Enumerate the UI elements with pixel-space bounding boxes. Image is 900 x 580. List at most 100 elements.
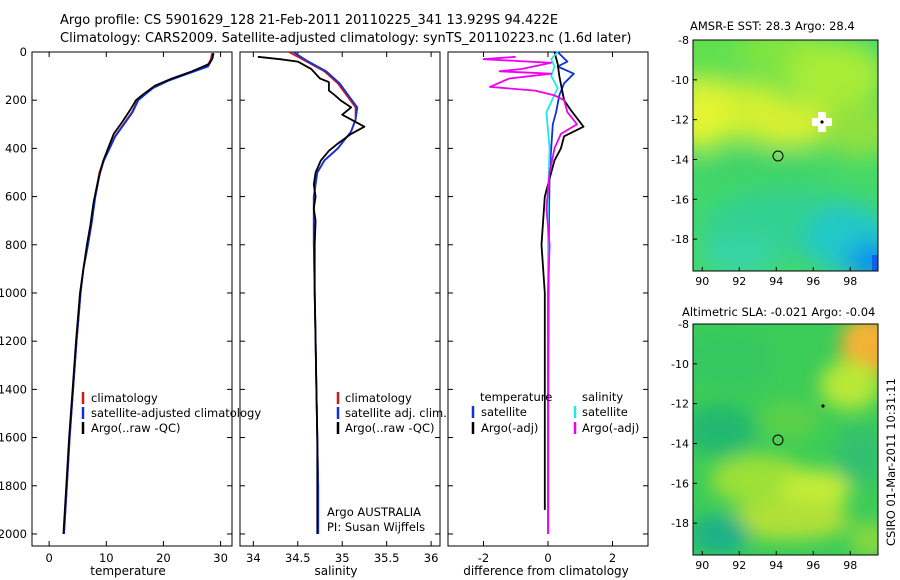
depth-tick-label: 1000 [0, 286, 27, 300]
x-tick-label: 20 [156, 551, 171, 565]
salinity-legend: climatology satellite adj. clim. Argo(..… [336, 391, 447, 435]
temperature-legend: climatology satellite-adjusted climatolo… [81, 391, 261, 435]
depth-tick-label: 1400 [0, 382, 27, 396]
series-line-blue [63, 52, 215, 535]
lon-tick-label: 96 [806, 275, 820, 288]
legend-temperature-heading: temperature [480, 390, 552, 404]
temperature-series [62, 52, 215, 535]
legend-argo-raw: Argo(..raw -QC) [345, 421, 435, 435]
lat-tick-label: -18 [671, 517, 689, 530]
legend-satellite-adjusted: satellite-adjusted climatology [91, 406, 261, 420]
depth-ticks: 0 200 400 600 800 1000 1200 1400 1600 1800 2000 [0, 45, 232, 541]
salinity-axes [239, 51, 441, 547]
series-line-blue [547, 51, 575, 534]
lat-tick-label: -16 [671, 193, 689, 206]
sst-heatmap [693, 40, 878, 271]
difference-ticks: -2 0 2 [478, 52, 616, 565]
legend-sal-argo: Argo(-adj) [582, 421, 639, 435]
temperature-xlabel: temperature [90, 564, 165, 578]
depth-tick-label: 1600 [0, 431, 27, 445]
salinity-depth-ticks [240, 51, 440, 535]
series-line-black [540, 51, 585, 510]
x-tick-label: 2 [609, 551, 616, 565]
legend-temp-argo: Argo(-adj) [481, 421, 538, 435]
sla-map-panel: Altimetric SLA: -0.021 Argo: -0.04 90 9 [671, 305, 879, 572]
series-line-black [62, 53, 214, 535]
difference-panel: -2 0 2 difference from climatology tempera… [447, 51, 649, 578]
legend-argo-raw: Argo(..raw -QC) [91, 421, 181, 435]
credit-line1: Argo AUSTRALIA [327, 505, 421, 519]
salinity-ticks: 34 34.5 35 35.5 36 [246, 52, 438, 565]
depth-tick-label: 400 [5, 141, 27, 155]
series-line-magenta [482, 55, 578, 534]
lon-tick-label: 92 [732, 559, 746, 572]
depth-tick-label: 600 [5, 190, 27, 204]
lat-tick-label: -10 [671, 74, 689, 87]
series-line-cyan [545, 51, 559, 534]
lat-tick-label: -18 [671, 233, 689, 246]
difference-depth-ticks [448, 51, 648, 535]
x-tick-label: 35.5 [374, 551, 400, 565]
lon-tick-label: 90 [695, 275, 709, 288]
lon-tick-label: 94 [769, 275, 783, 288]
lat-tick-label: -14 [671, 153, 689, 166]
depth-tick-label: 1800 [0, 479, 27, 493]
sst-map-panel: AMSR-E SST: 28.3 Argo: 28.4 [671, 19, 879, 288]
legend-satellite-adj: satellite adj. clim. [345, 406, 447, 420]
legend-climatology: climatology [345, 391, 412, 405]
lat-tick-label: -12 [671, 398, 689, 411]
depth-tick-label: 1200 [0, 334, 27, 348]
series-line-black [257, 55, 366, 534]
lon-tick-label: 96 [806, 559, 820, 572]
depth-tick-label: 0 [20, 45, 27, 59]
timestamp-stamp: CSIRO 01-Mar-2011 10:31:11 [884, 378, 898, 546]
x-tick-label: 30 [213, 551, 228, 565]
sst-lat-ticks: -8 -10 -12 -14 -16 -18 [671, 34, 697, 246]
x-tick-label: -2 [478, 551, 489, 565]
sst-lon-ticks: 90 92 94 96 98 [695, 267, 857, 288]
difference-series [482, 51, 585, 534]
lat-tick-label: -8 [678, 34, 689, 47]
x-tick-label: 0 [45, 551, 52, 565]
difference-legend: temperature satellite Argo(-adj) salinit… [471, 390, 639, 435]
depth-tick-label: 800 [5, 238, 27, 252]
x-tick-label: 34.5 [285, 551, 311, 565]
figure-title-line1: Argo profile: CS 5901629_128 21-Feb-2011… [60, 13, 558, 28]
sst-map-axes [692, 39, 879, 272]
sla-lon-ticks: 90 92 94 96 98 [695, 551, 857, 572]
temperature-axes [31, 51, 233, 547]
argo-location-cross [812, 112, 832, 132]
profile-marker [772, 150, 784, 162]
sla-map-axes [692, 323, 879, 556]
legend-temp-satellite: satellite [481, 405, 527, 419]
legend-climatology: climatology [91, 391, 158, 405]
x-tick-label: 35 [335, 551, 350, 565]
series-line-red [63, 53, 213, 535]
sla-heatmap [693, 324, 878, 555]
difference-xlabel: difference from climatology [463, 564, 629, 578]
x-tick-label: 10 [99, 551, 114, 565]
lon-tick-label: 94 [769, 559, 783, 572]
argo-location-dot [821, 404, 825, 408]
lon-tick-label: 92 [732, 275, 746, 288]
x-tick-label: 0 [544, 551, 551, 565]
sla-lat-ticks: -8 -10 -12 -14 -16 -18 [671, 318, 697, 530]
sla-map-title: Altimetric SLA: -0.021 Argo: -0.04 [682, 305, 875, 319]
temperature-panel: 0 10 20 30 0 200 400 600 800 1000 1200 1400 1600 180… [0, 45, 261, 578]
credit-line2: PI: Susan Wijffels [327, 520, 425, 534]
depth-tick-label: 200 [5, 93, 27, 107]
salinity-panel: 34 34.5 35 35.5 36 salinity climatology sate… [239, 51, 447, 578]
sst-map-title: AMSR-E SST: 28.3 Argo: 28.4 [690, 19, 855, 33]
series-line-blue [292, 51, 359, 534]
legend-salinity-heading: salinity [582, 390, 623, 404]
lat-tick-label: -14 [671, 437, 689, 450]
x-tick-label: 34 [246, 551, 261, 565]
salinity-xlabel: salinity [314, 564, 357, 578]
salinity-series [257, 51, 366, 534]
lat-tick-label: -16 [671, 477, 689, 490]
lon-tick-label: 98 [843, 559, 857, 572]
figure-title-line2: Climatology: CARS2009. Satellite-adjuste… [60, 31, 632, 46]
legend-sal-satellite: satellite [582, 405, 628, 419]
lat-tick-label: -8 [678, 318, 689, 331]
